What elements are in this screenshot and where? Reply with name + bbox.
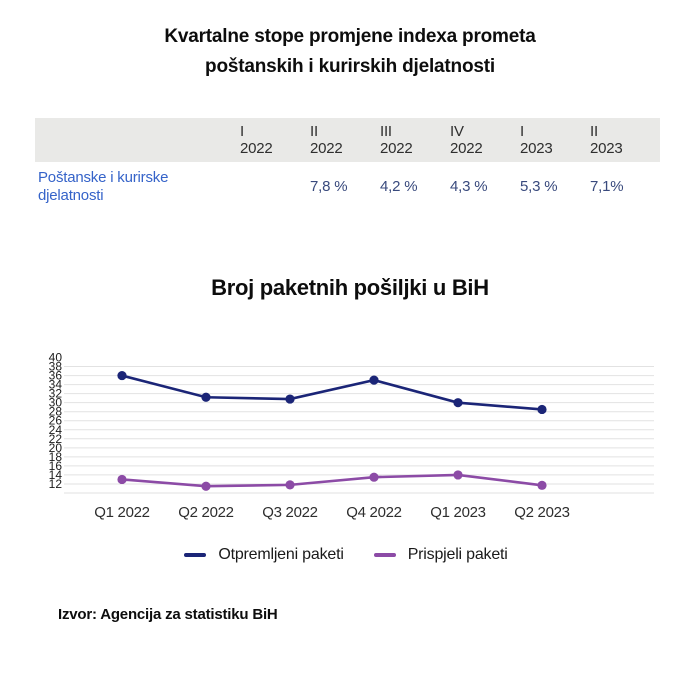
chart-legend: Otpremljeni paketi Prispjeli paketi	[0, 546, 692, 564]
legend-line-swatch-purple	[373, 553, 396, 557]
report-title-line2: poštanskih i kurirskih djelatnosti	[205, 56, 495, 77]
table-value-q1-2023: 5,3 %	[520, 178, 558, 195]
table-value-q2-2022: 7,8 %	[310, 178, 348, 195]
chart-title: Broj paketnih pošiljki u BiH	[211, 275, 489, 300]
x-axis-tick-label: Q3 2022	[262, 504, 317, 521]
table-value-q2-2023: 7,1%	[590, 178, 624, 195]
data-point	[201, 392, 211, 402]
data-point	[369, 472, 379, 482]
y-axis-tick-label: 14	[49, 468, 63, 482]
line-chart: 40 38 36 34 32 30 28 26 24 22 20 18 16 14 12 Q1 2022 Q2 …	[36, 347, 656, 532]
table-header-row: I 2022 II 2022 III 2022 IV 2022 I 2023 I…	[35, 118, 660, 162]
table-header-q2-2023: II 2023	[590, 123, 623, 157]
data-point	[117, 474, 127, 485]
y-axis-tick-label: 22	[49, 432, 63, 446]
table-header-q4-2022: IV 2022	[450, 123, 483, 157]
x-axis-tick-label: Q4 2022	[346, 504, 401, 521]
data-point	[537, 404, 547, 415]
table-value-q1-2022	[240, 169, 310, 217]
report-title: Kvartalne stope promjene indexa prometa …	[0, 22, 700, 82]
data-point	[285, 394, 295, 404]
quarterly-rate-table: I 2022 II 2022 III 2022 IV 2022 I 2023 I…	[35, 118, 660, 217]
series-line	[120, 473, 544, 488]
x-axis-tick-label: Q2 2022	[178, 504, 233, 521]
source-attribution: Izvor: Agencija za statistiku BiH	[58, 606, 278, 623]
table-row: Poštanske i kurirske djelatnosti 7,8 % 4…	[35, 162, 660, 217]
y-axis-tick-label: 24	[49, 423, 63, 437]
y-axis-tick-label: 28	[49, 405, 63, 419]
x-axis-tick-label: Q1 2023	[430, 504, 485, 521]
y-axis-tick-label: 38	[49, 360, 63, 374]
report-title-line1: Kvartalne stope promjene indexa prometa	[164, 26, 536, 47]
y-axis-tick-label: 40	[49, 351, 63, 365]
data-point	[453, 398, 463, 408]
legend-label: Otpremljeni paketi	[218, 546, 344, 563]
series-line	[120, 374, 544, 411]
table-header-q2-2022: II 2022	[310, 123, 343, 157]
legend-line-swatch-navy	[184, 553, 207, 557]
y-axis-tick-label: 20	[49, 441, 63, 455]
x-axis-tick-label: Q2 2023	[514, 504, 569, 521]
table-row-label: Poštanske i kurirske djelatnosti	[38, 169, 169, 204]
data-point	[285, 480, 295, 490]
y-axis-tick-label: 36	[49, 369, 63, 383]
data-point	[537, 480, 547, 490]
table-value-q3-2022: 4,2 %	[380, 178, 418, 195]
legend-label: Prispjeli paketi	[407, 546, 508, 563]
legend-item-otpremljeni: Otpremljeni paketi	[184, 546, 344, 564]
y-axis-tick-label: 26	[49, 414, 63, 428]
y-axis-tick-label: 16	[49, 459, 63, 473]
legend-item-prispjeli: Prispjeli paketi	[373, 546, 508, 564]
table-header-q3-2022: III 2022	[380, 123, 413, 157]
y-axis-tick-label: 18	[49, 450, 63, 464]
table-header-q1-2022: I 2022	[240, 123, 273, 157]
y-axis-tick-label: 30	[49, 396, 63, 410]
data-point	[117, 370, 127, 381]
y-axis-tick-label: 32	[49, 387, 63, 401]
y-axis-tick-label: 34	[49, 378, 63, 392]
data-point	[453, 470, 463, 480]
table-header-spacer	[35, 118, 240, 162]
table-value-q4-2022: 4,3 %	[450, 178, 488, 195]
table-header-q1-2023: I 2023	[520, 123, 553, 157]
y-axis-tick-label: 12	[49, 477, 63, 491]
data-point	[201, 481, 211, 491]
data-point	[369, 375, 379, 385]
x-axis-tick-label: Q1 2022	[94, 504, 149, 521]
